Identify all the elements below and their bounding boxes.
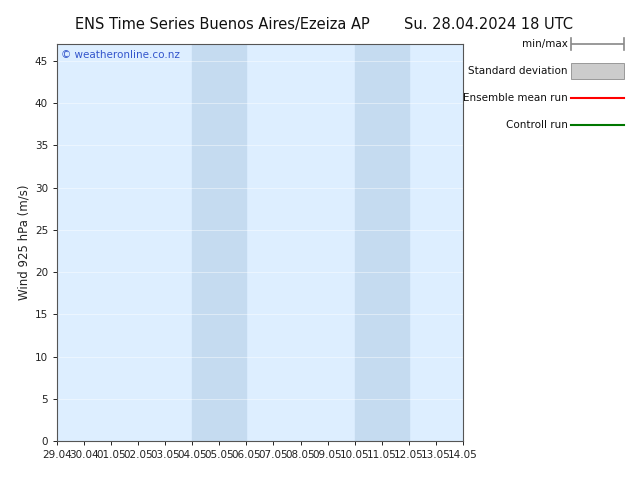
Text: © weatheronline.co.nz: © weatheronline.co.nz xyxy=(61,50,180,60)
Bar xyxy=(192,44,247,441)
Bar xyxy=(354,44,409,441)
Y-axis label: Wind 925 hPa (m/s): Wind 925 hPa (m/s) xyxy=(18,185,30,300)
Text: Controll run: Controll run xyxy=(505,120,567,130)
Text: min/max: min/max xyxy=(522,39,567,49)
Text: Ensemble mean run: Ensemble mean run xyxy=(463,93,567,103)
Text: ENS Time Series Buenos Aires/Ezeiza AP: ENS Time Series Buenos Aires/Ezeiza AP xyxy=(75,17,369,32)
Text: Standard deviation: Standard deviation xyxy=(468,66,567,76)
Text: Su. 28.04.2024 18 UTC: Su. 28.04.2024 18 UTC xyxy=(404,17,573,32)
